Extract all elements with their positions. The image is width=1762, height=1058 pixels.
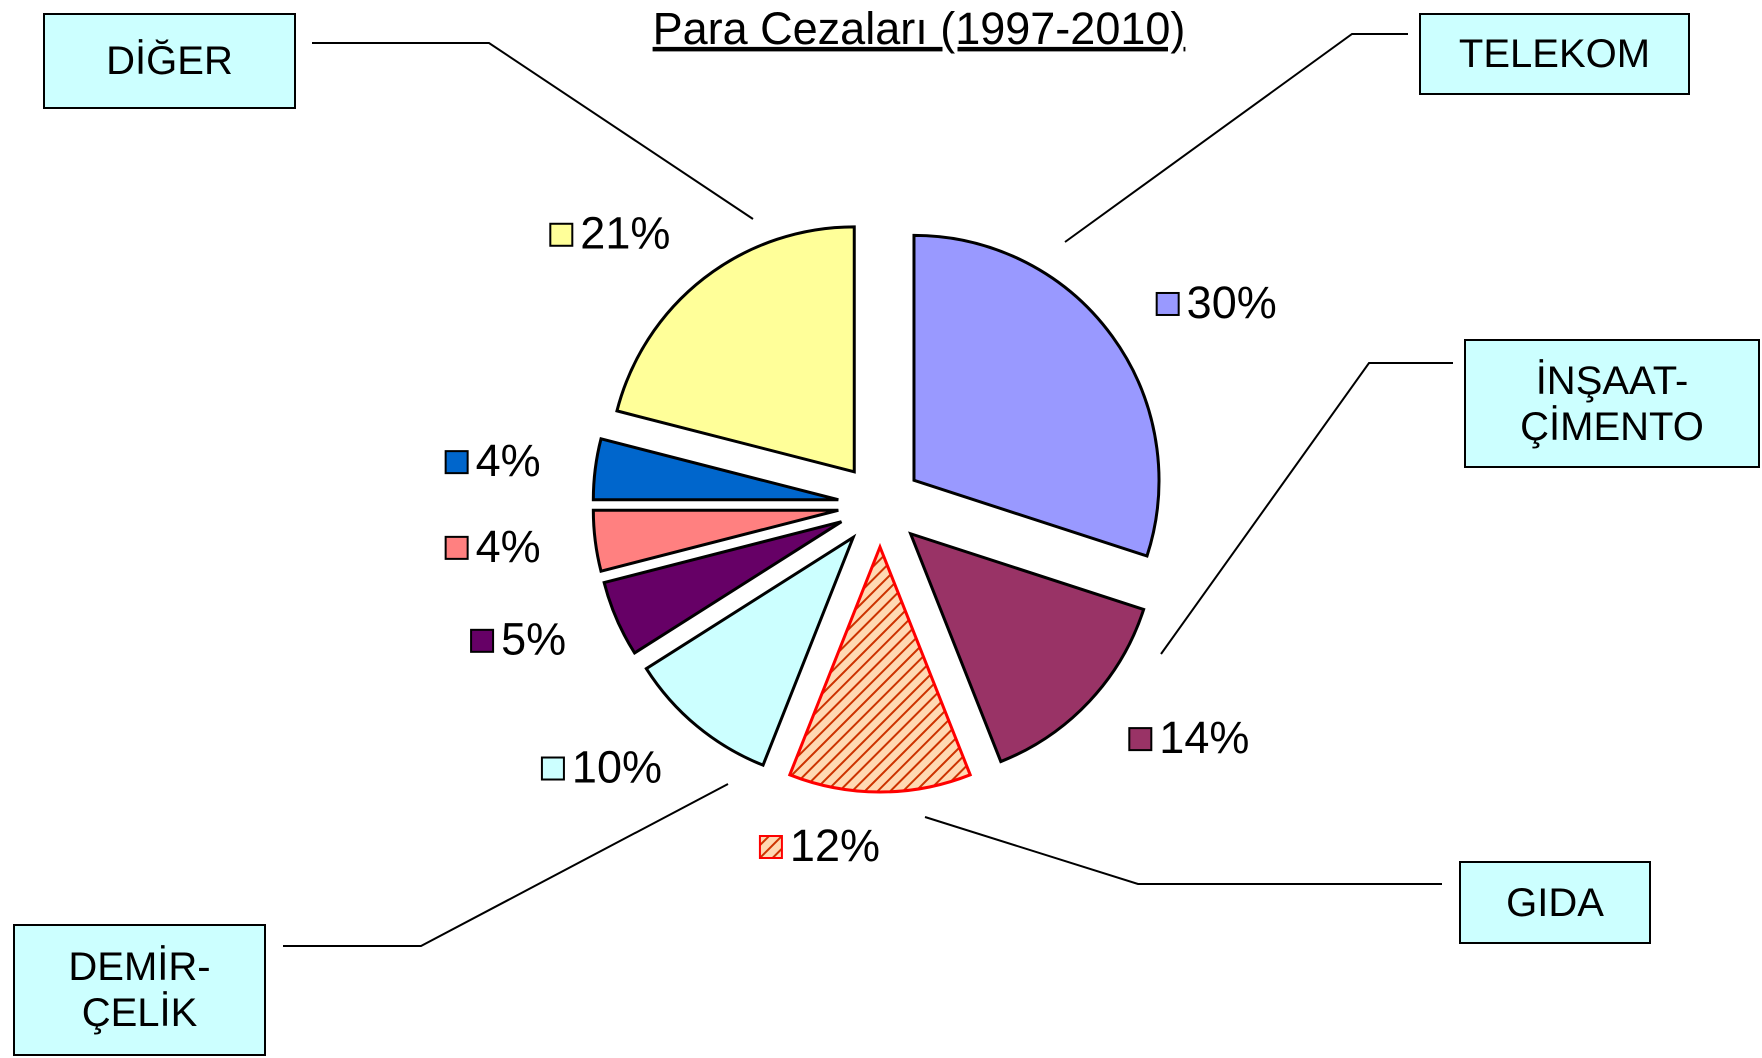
category-label: İNŞAAT- ÇİMENTO: [1464, 339, 1760, 468]
leader-line: [1160, 362, 1453, 655]
data-label: 14%: [1159, 712, 1249, 763]
category-label: GIDA: [1459, 861, 1651, 944]
data-label: 10%: [572, 741, 662, 792]
leader-line: [283, 783, 729, 947]
data-label: 12%: [790, 820, 880, 871]
legend-swatch: [444, 535, 469, 560]
pie-slice: [787, 542, 973, 794]
category-label: DEMİR- ÇELİK: [13, 924, 266, 1056]
pie-slice: [908, 531, 1146, 764]
pie-slice: [615, 225, 856, 474]
data-label: 5%: [501, 614, 566, 665]
legend-swatch: [1155, 291, 1180, 316]
pie-slice: [591, 436, 839, 502]
leader-line: [312, 42, 754, 220]
data-label: 30%: [1187, 277, 1277, 328]
legend-swatch: [549, 222, 574, 247]
data-label: 4%: [476, 521, 541, 572]
legend-swatch: [540, 756, 565, 781]
leader-line: [924, 816, 1442, 885]
data-label: 4%: [476, 435, 541, 486]
data-label: 21%: [580, 208, 670, 259]
pie-slice: [912, 233, 1161, 558]
legend-swatch: [1128, 727, 1153, 752]
category-label: DİĞER: [43, 13, 296, 109]
legend-swatch: [758, 835, 783, 859]
chart-title: Para Cezaları (1997-2010): [653, 3, 1186, 54]
leader-line: [1064, 33, 1408, 243]
pie-slice: [644, 533, 857, 768]
pie-slice: [602, 520, 843, 656]
category-label: TELEKOM: [1419, 13, 1690, 95]
legend-swatch: [444, 450, 469, 475]
pie-slice: [591, 508, 839, 574]
legend-swatch: [470, 628, 495, 653]
